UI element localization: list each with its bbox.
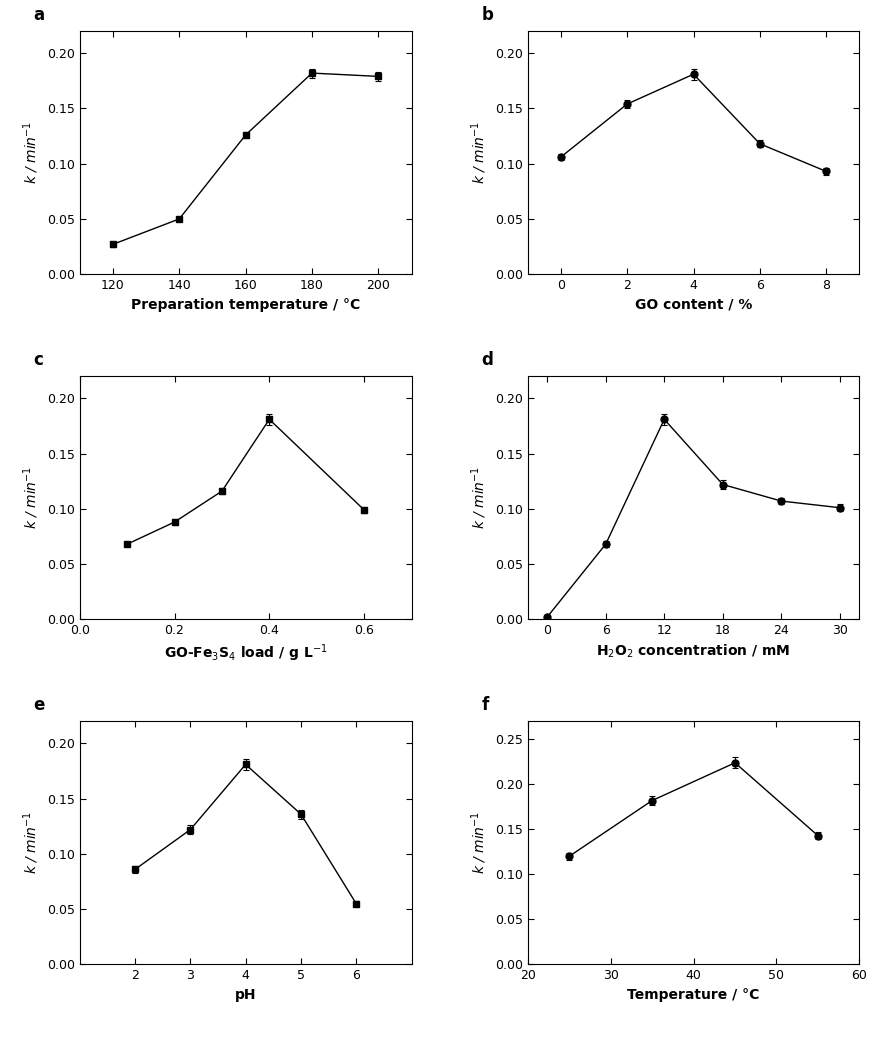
X-axis label: pH: pH [235, 988, 256, 1002]
Text: a: a [34, 6, 44, 24]
X-axis label: GO-Fe$_3$S$_4$ load / g L$^{-1}$: GO-Fe$_3$S$_4$ load / g L$^{-1}$ [164, 643, 328, 665]
X-axis label: GO content / %: GO content / % [635, 298, 752, 311]
Text: f: f [481, 696, 488, 714]
Y-axis label: $k$ / min$^{-1}$: $k$ / min$^{-1}$ [22, 811, 42, 874]
Text: c: c [34, 351, 43, 369]
X-axis label: Temperature / °C: Temperature / °C [627, 988, 759, 1002]
X-axis label: H$_2$O$_2$ concentration / mM: H$_2$O$_2$ concentration / mM [596, 643, 790, 661]
X-axis label: Preparation temperature / °C: Preparation temperature / °C [131, 298, 361, 311]
Text: b: b [481, 6, 494, 24]
Y-axis label: $k$ / min$^{-1}$: $k$ / min$^{-1}$ [22, 121, 42, 185]
Y-axis label: $k$ / min$^{-1}$: $k$ / min$^{-1}$ [22, 467, 42, 529]
Text: e: e [34, 696, 44, 714]
Y-axis label: $k$ / min$^{-1}$: $k$ / min$^{-1}$ [470, 467, 489, 529]
Y-axis label: $k$ / min$^{-1}$: $k$ / min$^{-1}$ [470, 121, 489, 185]
Y-axis label: $k$ / min$^{-1}$: $k$ / min$^{-1}$ [470, 811, 489, 874]
Text: d: d [481, 351, 494, 369]
